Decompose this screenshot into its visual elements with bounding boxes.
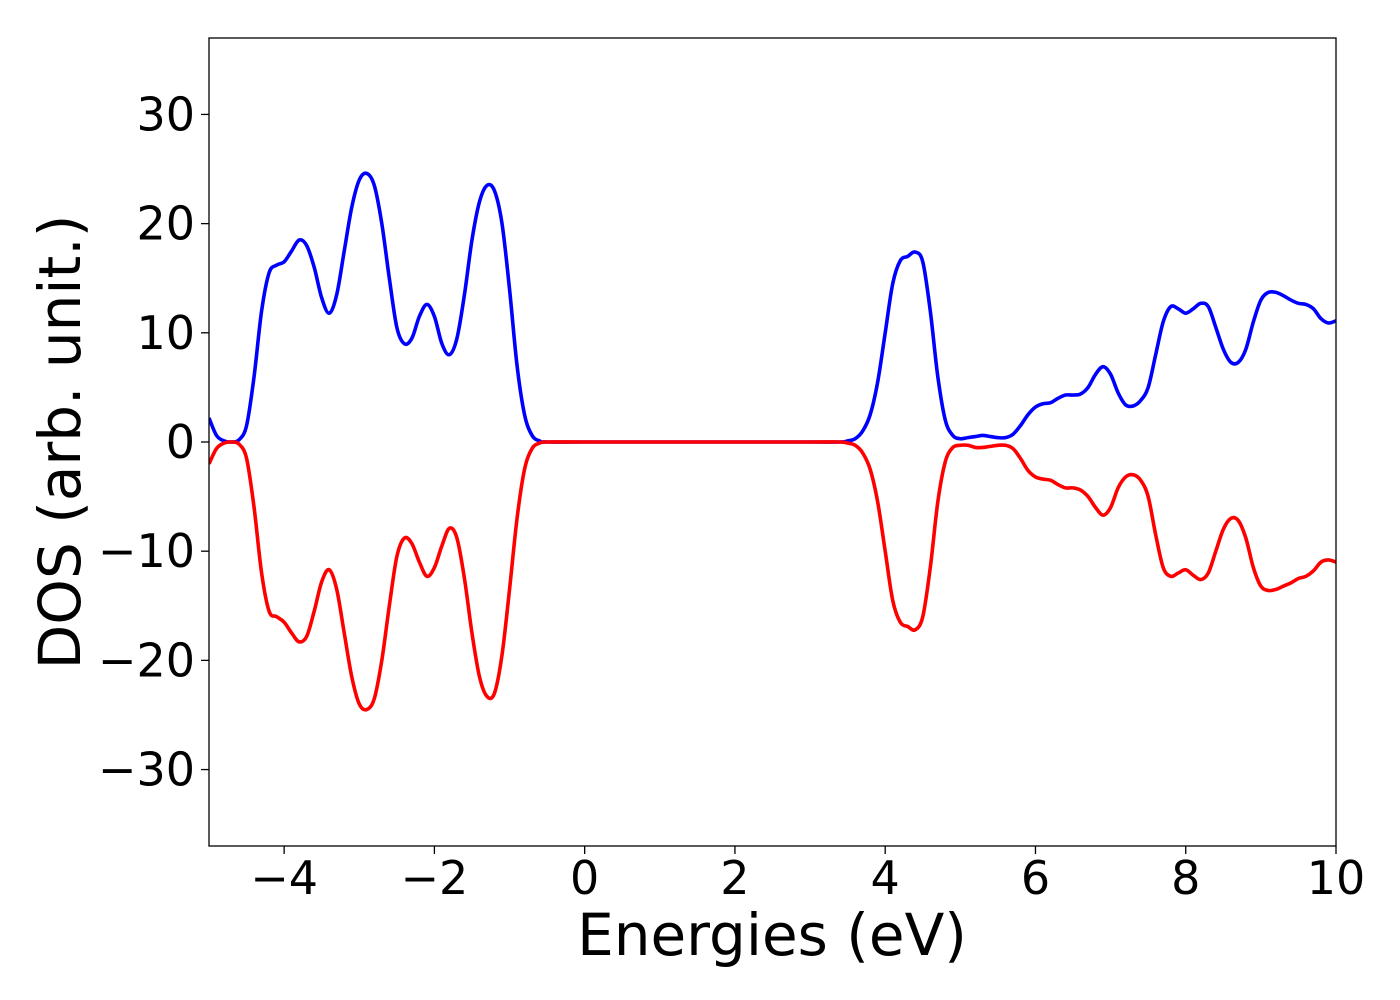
y-tick-label: −30 (98, 743, 195, 797)
y-axis-label: DOS (arb. unit.) (26, 215, 94, 670)
x-tick-label: 4 (871, 851, 900, 905)
x-tick-label: 8 (1171, 851, 1200, 905)
y-tick-label: 10 (136, 306, 195, 360)
x-tick-label: 0 (570, 851, 599, 905)
series-line-blue (209, 171, 1336, 444)
x-tick-label: −2 (400, 851, 468, 905)
x-tick-label: 10 (1307, 851, 1366, 905)
y-tick-label: −10 (98, 524, 195, 578)
y-tick-label: 20 (136, 197, 195, 251)
series-line-red (209, 440, 1336, 712)
series-layer (209, 171, 1336, 712)
x-tick-label: 6 (1021, 851, 1050, 905)
x-tick-label: −4 (250, 851, 318, 905)
x-axis-label: Energies (eV) (577, 901, 967, 969)
x-tick-label: 2 (720, 851, 749, 905)
y-tick-label: 0 (166, 415, 195, 469)
y-tick-label: −20 (98, 633, 195, 687)
y-tick-label: 30 (136, 87, 195, 141)
